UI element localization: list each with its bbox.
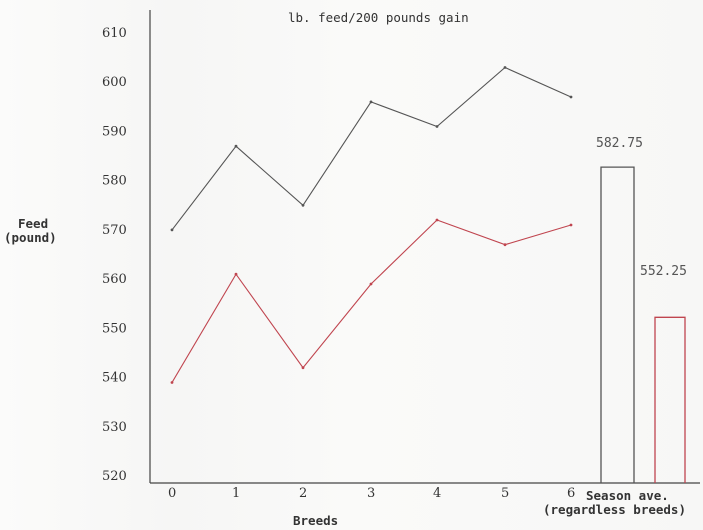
y-tick-label: 590 [102,124,127,139]
series-1-point [435,125,439,128]
season-average-label-line-2: (regardless breeds) [543,502,686,517]
season-average-label-line-1: Season ave. [586,488,669,503]
series-2-point [301,366,305,370]
series-1-point [369,100,373,104]
x-tick-label: 0 [168,486,176,501]
series-1-point [503,66,507,69]
x-tick-label: 3 [367,486,375,501]
y-tick-label: 610 [102,26,127,41]
y-tick-label: 580 [102,174,127,189]
chart-title: lb. feed/200 pounds gain [288,10,469,25]
season-average-value-label-2: 552.25 [640,264,687,279]
x-tick-label: 2 [299,486,307,501]
x-axis-label: Breeds [293,513,338,528]
series-line-2 [171,219,572,383]
y-axis-label-line-1: Feed [18,216,48,231]
x-tick-labels: 0 1 2 3 4 5 6 [168,486,575,501]
y-tick-label: 540 [102,371,127,386]
series-1-point [301,203,305,207]
series-2-point [435,218,439,222]
y-tick-label: 520 [102,469,127,484]
season-average-bars: 582.75 552.25 [596,136,687,483]
y-tick-label: 530 [102,420,127,435]
series-line-1 [171,66,572,231]
y-axis-label-line-2: (pound) [4,230,57,245]
x-tick-label: 5 [501,486,509,501]
series-1-point [170,228,174,232]
series-2-point [234,272,238,276]
y-tick-labels: 520 530 540 550 560 570 580 590 600 610 [102,26,127,484]
y-tick-label: 560 [102,272,127,287]
series-2-point [170,381,174,384]
series-2-point [503,243,507,247]
series-2-point [569,223,573,227]
season-average-bar-1 [600,166,635,483]
y-tick-label: 550 [102,321,127,336]
x-tick-label: 4 [433,486,441,501]
series-1-point [234,144,238,148]
axes [149,10,700,484]
series-2-point [369,282,373,286]
y-tick-label: 600 [102,75,127,90]
series-1-point [569,95,573,99]
y-tick-label: 570 [102,223,127,238]
season-average-bar-2 [654,316,686,483]
x-tick-label: 1 [232,486,240,501]
x-tick-label: 6 [567,486,575,501]
season-average-value-label-1: 582.75 [596,136,643,151]
series-lines [170,66,573,384]
